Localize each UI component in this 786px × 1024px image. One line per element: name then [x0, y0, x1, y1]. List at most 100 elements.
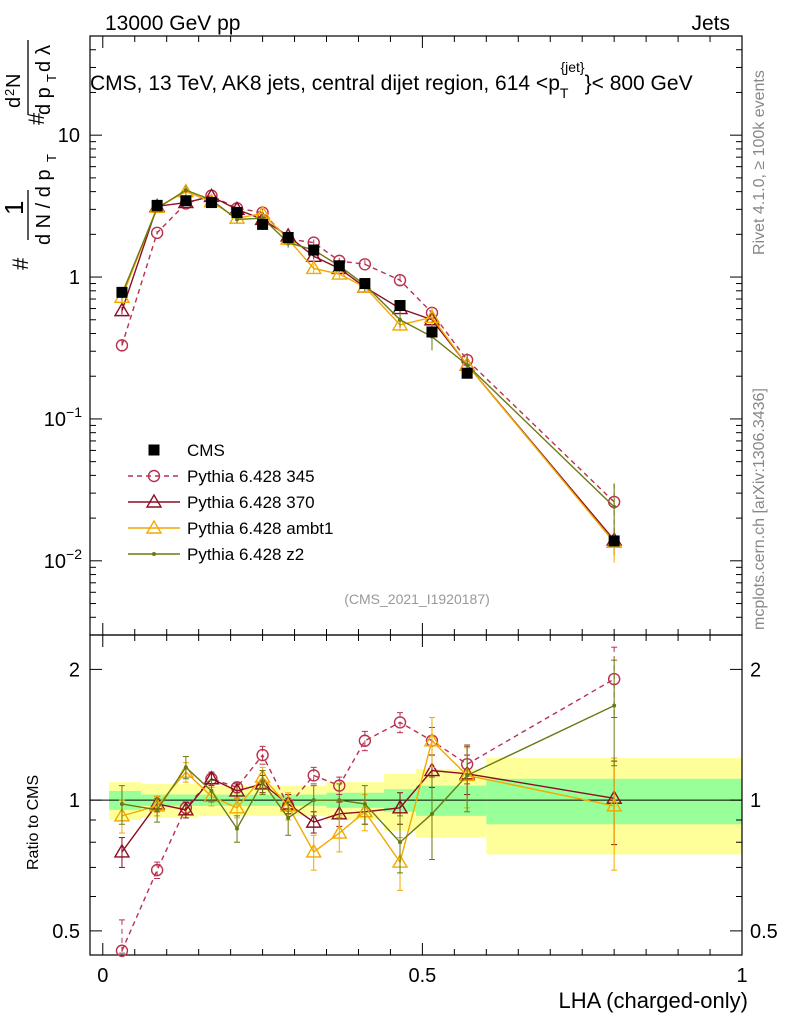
y-tick-label: 10−2 — [44, 546, 82, 573]
axes-frames — [89, 35, 743, 956]
ratio-y-tick-label-right: 0.5 — [750, 921, 778, 943]
data-point — [612, 504, 617, 509]
ratio-point — [337, 798, 342, 803]
ratio-point — [605, 797, 623, 812]
series-line — [121, 195, 615, 541]
analysis-id: (CMS_2021_I1920187) — [344, 591, 490, 607]
ratio-point — [228, 799, 246, 814]
legend-label: Pythia 6.428 ambt1 — [187, 519, 333, 538]
data-point — [150, 226, 164, 240]
x-axis-label: LHA (charged-only) — [558, 988, 748, 1013]
svg-text:2: 2 — [2, 89, 17, 96]
svg-text:d p: d p — [33, 87, 55, 115]
cms-data-point — [180, 195, 192, 207]
data-point — [423, 308, 441, 324]
ratio-point — [256, 748, 269, 762]
ratio-y-tick-label-right: 2 — [750, 659, 761, 681]
bottom-y-axis-label: Ratio to CMS — [25, 775, 42, 870]
data-point — [398, 317, 403, 322]
x-tick-label: 0 — [97, 965, 108, 987]
legend-label: Pythia 6.428 z2 — [187, 545, 304, 564]
mcplots-credit-label: mcplots.cern.ch [arXiv:1306.3436] — [751, 388, 768, 630]
svg-text:d N / d p: d N / d p — [33, 169, 55, 245]
legend-item: Pythia 6.428 345 — [128, 467, 315, 486]
ratio-point — [155, 807, 160, 812]
ratio-point — [358, 734, 372, 747]
ratio-y-tick-label: 1 — [69, 790, 80, 812]
legend-item: CMS — [148, 441, 225, 460]
cms-data-point — [461, 367, 473, 379]
ratio-point — [286, 815, 291, 820]
ratio-line — [121, 739, 615, 864]
legend-marker — [145, 519, 163, 534]
ratio-point — [119, 801, 124, 806]
ratio-point — [209, 788, 214, 793]
ratio-y-tick-label: 2 — [69, 659, 80, 681]
ratio-line — [121, 678, 615, 952]
ratio-point — [228, 782, 246, 797]
chart-title: CMS, 13 TeV, AK8 jets, central dijet reg… — [90, 59, 693, 101]
legend-marker — [145, 493, 163, 508]
ratio-point — [235, 826, 240, 831]
data-point — [358, 258, 372, 271]
ratio-point — [115, 944, 129, 957]
ratio-y-tick-label: 0.5 — [52, 921, 80, 943]
ratio-line — [121, 705, 615, 844]
series-line — [121, 190, 615, 543]
header-collision-label: 13000 GeV pp — [105, 12, 240, 35]
data-point — [183, 188, 188, 193]
ratio-y-tick-label-right: 1 — [750, 790, 761, 812]
legend-label: Pythia 6.428 345 — [187, 467, 315, 486]
legend-marker — [152, 552, 156, 556]
ratio-point — [362, 801, 367, 806]
svg-text:d: d — [33, 61, 55, 72]
x-tick-label: 1 — [736, 965, 747, 987]
svg-text:T: T — [44, 74, 59, 82]
data-point — [331, 265, 348, 280]
legend-marker — [148, 444, 160, 456]
ratio-point — [113, 843, 131, 858]
cms-data-point — [359, 278, 371, 290]
ratio-point — [612, 703, 617, 708]
y-tick-label: 10 — [58, 125, 80, 147]
ratio-point — [393, 716, 407, 729]
legend: CMS Pythia 6.428 345 Pythia 6.428 370 Pythi… — [128, 441, 333, 564]
legend-item: Pythia 6.428 370 — [128, 493, 315, 512]
svg-text:#: # — [24, 112, 49, 125]
ratio-point — [429, 811, 434, 816]
cms-data-point — [394, 300, 406, 312]
rivet-version-label: Rivet 4.1.0, ≥ 100k events — [751, 70, 768, 255]
ratio-point — [150, 863, 164, 877]
ratio-point — [391, 799, 409, 814]
cms-data-point — [205, 197, 217, 209]
ratio-point — [465, 773, 470, 778]
top-y-axis-label: # 1 d N / d p T # d 2 N d p T d λ — [0, 40, 59, 270]
legend-item: Pythia 6.428 z2 — [128, 545, 304, 564]
cms-data-point — [426, 326, 438, 338]
legend-marker — [147, 469, 161, 483]
legend-item: Pythia 6.428 ambt1 — [128, 519, 333, 538]
svg-text:λ: λ — [33, 45, 55, 55]
cms-data-point — [231, 207, 243, 219]
cms-data-point — [116, 286, 128, 298]
svg-text:T: T — [44, 154, 59, 162]
cms-data-point — [282, 232, 294, 244]
data-point — [305, 260, 322, 275]
y-tick-label: 1 — [69, 267, 80, 289]
ratio-line — [121, 769, 615, 853]
cms-data-point — [608, 535, 620, 547]
series-cms — [116, 195, 620, 547]
data-point — [113, 302, 131, 317]
data-point — [235, 217, 240, 222]
ratio-point — [305, 843, 322, 858]
ratio-point — [177, 801, 195, 816]
legend-label: CMS — [187, 441, 225, 460]
svg-text:1: 1 — [0, 201, 29, 215]
ratio-point — [398, 840, 403, 845]
svg-text:d: d — [3, 97, 25, 108]
data-point — [465, 362, 470, 367]
ratio-point — [423, 762, 441, 777]
svg-text:#: # — [8, 257, 33, 270]
